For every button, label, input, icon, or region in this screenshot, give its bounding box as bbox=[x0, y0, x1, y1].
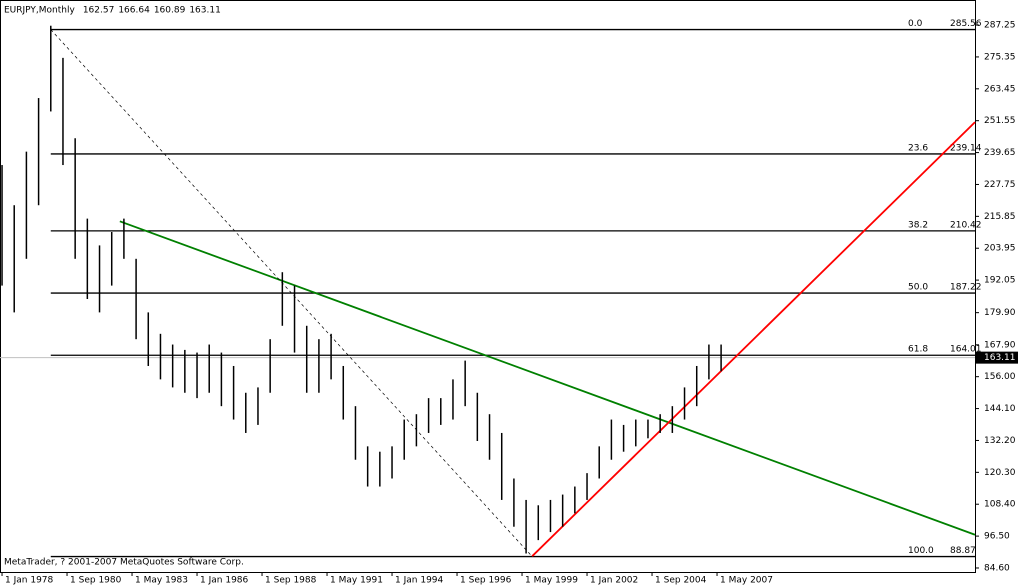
x-tick-label: 1 May 1983 bbox=[135, 576, 188, 586]
y-tick-label: 108.40 bbox=[984, 500, 1016, 510]
x-tick-label: 1 May 2007 bbox=[720, 576, 773, 586]
trend-line bbox=[119, 220, 976, 536]
fibo-ratio: 38.2 bbox=[908, 220, 928, 230]
y-tick-label: 263.45 bbox=[984, 84, 1016, 94]
y-tick-label: 251.55 bbox=[984, 116, 1016, 126]
y-tick-label: 156.00 bbox=[984, 372, 1016, 382]
fibo-ratio: 0.0 bbox=[908, 19, 923, 29]
last-price-box bbox=[976, 351, 1018, 364]
x-tick-label: 1 Sep 1980 bbox=[70, 576, 122, 586]
fibo-ratio: 61.8 bbox=[908, 345, 928, 355]
y-tick-label: 120.30 bbox=[984, 468, 1016, 478]
ohlc-value: 166.64 bbox=[118, 6, 150, 16]
fibo-price: 88.87 bbox=[950, 546, 976, 556]
y-tick-label: 167.90 bbox=[984, 340, 1016, 350]
y-tick-label: 144.10 bbox=[984, 404, 1016, 414]
last-price-label: 163.11 bbox=[984, 353, 1016, 363]
y-tick-label: 203.95 bbox=[984, 244, 1016, 254]
x-tick-label: 1 Jan 1994 bbox=[395, 576, 443, 586]
x-tick-label: 1 May 1999 bbox=[525, 576, 578, 586]
y-tick-label: 179.90 bbox=[984, 308, 1016, 318]
x-tick-label: 1 Sep 1988 bbox=[265, 576, 317, 586]
x-tick-label: 1 May 1991 bbox=[330, 576, 383, 586]
trend-line bbox=[50, 29, 533, 557]
plot-frame bbox=[0, 0, 976, 573]
fibo-price: 164.01 bbox=[950, 345, 982, 355]
fibo-price: 285.56 bbox=[950, 19, 982, 29]
y-tick-label: 215.85 bbox=[984, 212, 1016, 222]
copyright: MetaTrader, ? 2001-2007 MetaQuotes Softw… bbox=[4, 558, 244, 568]
x-tick-label: 1 Sep 1996 bbox=[460, 576, 512, 586]
ohlc-value: 163.11 bbox=[189, 6, 221, 16]
x-tick-label: 1 Jan 2002 bbox=[590, 576, 638, 586]
x-tick-label: 1 Jan 1978 bbox=[5, 576, 53, 586]
x-tick-label: 1 Jan 1986 bbox=[200, 576, 248, 586]
y-tick-label: 192.05 bbox=[984, 276, 1016, 286]
x-tick-label: 1 Sep 2004 bbox=[655, 576, 707, 586]
symbol: EURJPY,Monthly bbox=[4, 6, 75, 16]
y-tick-label: 84.60 bbox=[984, 563, 1010, 573]
ohlc-value: 160.89 bbox=[154, 6, 186, 16]
y-tick-label: 132.20 bbox=[984, 436, 1016, 446]
ohlc-value: 162.57 bbox=[83, 6, 115, 16]
y-tick-label: 227.75 bbox=[984, 180, 1016, 190]
fibo-price: 210.42 bbox=[950, 220, 982, 230]
fibo-price: 239.14 bbox=[950, 143, 982, 153]
y-tick-label: 287.25 bbox=[984, 21, 1016, 31]
trend-line bbox=[531, 121, 976, 557]
fibo-price: 187.22 bbox=[950, 283, 982, 293]
y-tick-label: 239.65 bbox=[984, 148, 1016, 158]
fibo-ratio: 100.0 bbox=[908, 546, 934, 556]
fibo-ratio: 50.0 bbox=[908, 283, 928, 293]
y-tick-label: 96.50 bbox=[984, 532, 1010, 542]
fibo-ratio: 23.6 bbox=[908, 143, 928, 153]
y-tick-label: 275.35 bbox=[984, 52, 1016, 62]
